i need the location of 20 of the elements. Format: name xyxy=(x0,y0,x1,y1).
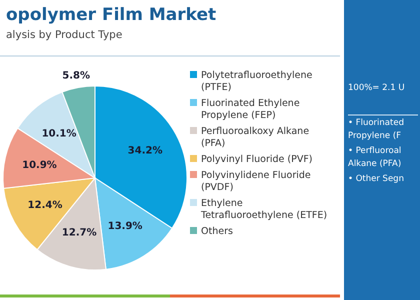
legend-label: Others xyxy=(201,226,233,237)
text: 100%= 2.1 U xyxy=(348,83,405,93)
data-label: 5.8% xyxy=(62,70,90,82)
data-label: 12.4% xyxy=(28,200,62,212)
data-label: 34.2% xyxy=(128,146,163,157)
legend-label: Polyvinyl Fluoride (PVF) xyxy=(201,154,313,165)
data-label: 10.1% xyxy=(42,128,76,140)
data-label: 13.9% xyxy=(108,221,142,232)
legend-label: Perfluoroalkoxy Alkane (PFA) xyxy=(201,126,310,149)
legend-label: Ethylene Tetrafluoroethylene (ETFE) xyxy=(200,198,328,221)
legend-label: Polyvinylidene Fluoride (PVDF) xyxy=(201,170,311,193)
data-label: 12.7% xyxy=(62,228,97,239)
text: • Perfluoroal Alkane (PFA) xyxy=(348,146,402,169)
text: • Other Segn xyxy=(348,174,404,184)
data-label: 10.9% xyxy=(22,160,57,171)
text: • Fluorinated Propylene (F xyxy=(348,118,404,141)
chart-title: opolymer Film Market xyxy=(6,5,216,25)
legend-label: Polytetrafluoroethylene (PTFE) xyxy=(201,70,313,93)
chart-subtitle: alysis by Product Type xyxy=(6,29,122,41)
legend-label: Fluorinated Ethylene Propylene (FEP) xyxy=(201,98,300,121)
